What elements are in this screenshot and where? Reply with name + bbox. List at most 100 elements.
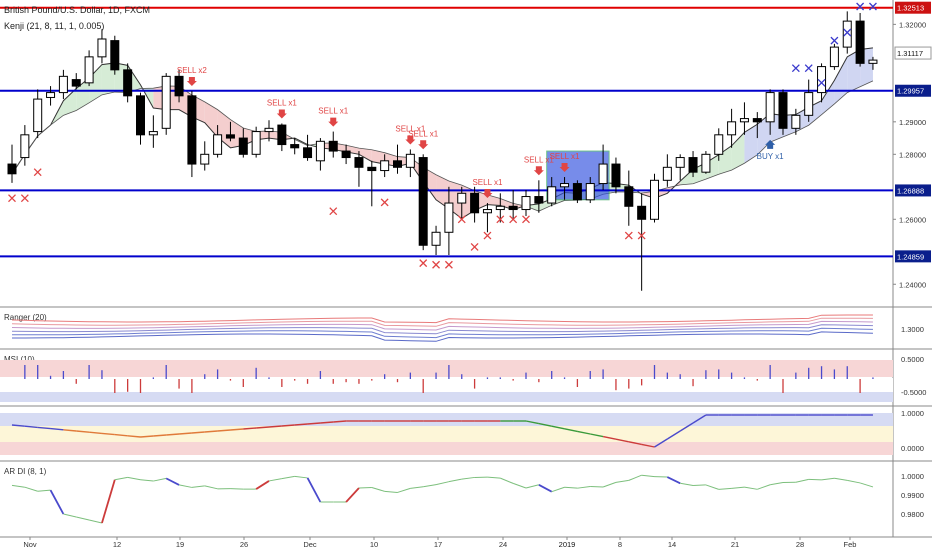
sell-x-marker-icon [444,260,453,269]
candle-body [560,183,570,188]
level-badge-label: 1.29957 [897,87,924,96]
ardi-line-segment [577,486,591,489]
ardi-line-segment [230,488,244,490]
sell-signal-label: SELL x1 [408,129,438,138]
buy-x-marker-icon [843,28,852,37]
candle-body [405,153,415,168]
candle-body [624,186,634,207]
ardi-line-segment [705,484,719,490]
level-badge-label: 1.26888 [897,186,924,195]
sell-x-marker-icon [419,259,428,268]
x-tick-label: 12 [113,540,121,549]
candle-body [611,163,621,188]
ardi-line-segment [178,484,192,488]
x-tick-label: 17 [434,540,442,549]
tdi-line-segment [204,430,218,433]
tdi-line-segment [281,424,295,427]
msi-upper-zone [0,360,893,377]
sell-arrow-icon [533,166,544,176]
sell-x-marker-icon [496,215,505,224]
candle-body [470,192,480,214]
candle-body [534,196,544,204]
x-tick-label: 2019 [559,540,576,549]
pane-y-label: 0.9900 [901,491,924,500]
tdi-line-segment [217,429,231,432]
ardi-line-segment [834,477,848,481]
ardi-line-segment [358,487,372,489]
candle-body [675,157,685,168]
ardi-line-segment [859,482,874,488]
sell-arrow-icon [482,189,493,199]
tdi-line-segment [615,438,629,443]
candle-body [238,137,248,155]
level-badge [895,250,931,263]
candle-body [136,95,145,136]
ranger-line [11,317,873,327]
sell-x-marker-icon [522,215,530,224]
x-tick-label: Nov [23,540,37,549]
candle-body [495,205,505,211]
x-tick-label: 26 [240,540,248,549]
pane-y-label: 1.3000 [901,325,924,334]
tdi-line-segment [641,443,655,448]
ardi-line-segment [255,480,270,490]
ardi-line-segment [24,486,38,492]
sell-arrow-icon [276,109,287,119]
level-badge [895,184,931,197]
ardi-line-segment [680,482,694,486]
tdi-line-segment [525,420,539,425]
current-price-label: 1.31117 [897,49,923,58]
ma-band-segment [89,64,102,103]
candle-body [868,59,878,64]
sell-x-marker-icon [483,231,492,240]
candle-body [341,150,351,159]
tdi-line-segment [628,441,642,446]
candle-body [290,144,300,149]
ardi-line-segment [410,486,424,489]
candle-body [277,124,287,146]
x-tick-label: 10 [370,540,378,549]
x-tick-label: Dec [303,540,317,549]
candle-body [585,183,595,201]
candle-body [174,75,184,97]
ardi-line-segment [435,481,450,486]
ardi-line-segment [551,486,565,493]
pane-y-label: 1.0000 [901,472,924,481]
ma-band-segment [821,80,835,115]
ardi-line-segment [140,479,154,482]
y-tick-label: 1.24000 [899,280,926,289]
pane-title: MSI (10) [4,355,35,364]
ardi-line-segment [165,477,180,486]
sell-arrow-icon [405,135,416,145]
tdi-line-segment [590,433,604,438]
ranger-line [11,320,873,331]
candle-body [213,134,223,155]
candle-body [20,134,30,159]
sell-signal-label: SELL x1 [524,155,554,164]
ardi-line-segment [306,477,322,503]
tdi-upper-zone [0,413,893,426]
ardi-line-segment [525,484,539,489]
ardi-line-segment [88,519,103,524]
tdi-line-segment [24,425,38,429]
ma-band-segment [731,132,745,171]
ardi-line-segment [757,484,771,490]
tdi-line-segment [679,422,694,432]
candle-body [33,98,43,133]
pane-y-label: 0.9800 [901,510,924,519]
ranger-line [12,331,873,342]
ardi-line-segment [76,516,90,521]
sell-x-marker-icon [432,260,441,269]
ardi-line-segment [294,475,308,479]
candle-body [380,160,390,172]
sell-x-marker-icon [8,194,16,203]
tdi-line-segment [153,434,167,437]
candle-body [7,163,17,175]
y-tick-label: 1.32000 [899,20,926,29]
ma-band-segment [680,169,694,185]
ardi-line-segment [731,486,745,489]
candle-body [598,163,608,185]
candle-body [521,196,531,211]
ma-band-segment [204,101,218,138]
